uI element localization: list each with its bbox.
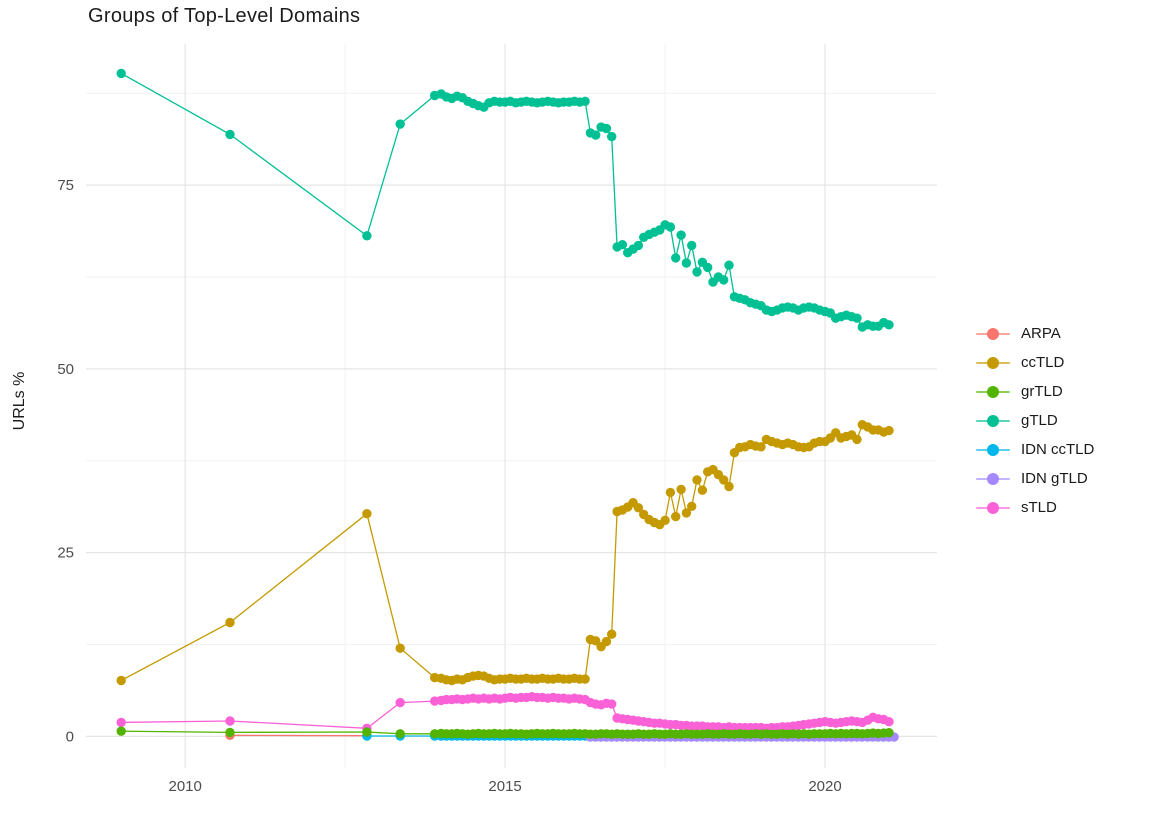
data-point <box>633 240 644 251</box>
data-point <box>852 313 862 323</box>
data-point <box>676 484 686 495</box>
data-point <box>852 434 862 445</box>
legend-label: gTLD <box>1021 412 1058 429</box>
data-point <box>884 320 894 330</box>
data-point <box>671 253 681 263</box>
data-point <box>601 636 612 647</box>
data-point <box>580 674 590 684</box>
legend-key-icon <box>976 414 1010 427</box>
legend-item-cctld: ccTLD <box>976 348 1094 377</box>
data-point <box>601 123 612 134</box>
legend-dot <box>987 501 999 514</box>
data-point <box>362 231 372 241</box>
data-point <box>395 729 405 739</box>
data-point <box>719 275 729 285</box>
legend-item-grtld: grTLD <box>976 377 1094 406</box>
data-point <box>692 267 702 277</box>
legend-label: grTLD <box>1021 383 1063 400</box>
legend-item-stld: sTLD <box>976 493 1094 522</box>
data-point <box>665 222 676 232</box>
data-point <box>703 262 713 273</box>
legend-dot <box>987 385 999 398</box>
data-point <box>633 503 644 513</box>
legend-item-idn-gtld: IDN gTLD <box>976 464 1094 493</box>
data-point <box>225 716 235 726</box>
legend-label: ARPA <box>1021 325 1061 342</box>
data-point <box>681 258 692 268</box>
y-tick-label: 75 <box>57 177 74 194</box>
data-point <box>660 515 670 525</box>
data-point <box>362 727 372 737</box>
data-point <box>225 617 235 628</box>
data-point <box>395 119 405 129</box>
data-point <box>665 487 676 498</box>
legend-dot <box>987 414 999 427</box>
y-tick-label: 0 <box>66 728 74 745</box>
legend-item-idn-cctld: IDN ccTLD <box>976 435 1094 464</box>
legend-key-icon <box>976 443 1010 456</box>
legend-key-icon <box>976 356 1010 369</box>
legend-key-icon <box>976 327 1010 340</box>
data-point <box>884 717 894 727</box>
data-point <box>697 485 708 495</box>
data-point <box>692 475 702 485</box>
data-point <box>724 481 734 492</box>
data-point <box>225 727 235 738</box>
data-point <box>884 728 894 738</box>
data-point <box>362 509 372 519</box>
y-tick-label: 25 <box>57 545 74 562</box>
x-tick-label: 2020 <box>808 778 841 795</box>
data-point <box>687 240 697 251</box>
data-point <box>116 675 126 686</box>
data-point <box>719 475 729 485</box>
legend-dot <box>987 472 999 485</box>
data-point <box>116 726 126 736</box>
data-point <box>671 511 681 522</box>
x-tick-label: 2015 <box>488 778 521 795</box>
data-point <box>617 240 628 250</box>
legend-key-icon <box>976 501 1010 514</box>
legend-label: ccTLD <box>1021 354 1065 371</box>
data-point <box>580 96 590 107</box>
legend-label: sTLD <box>1021 499 1057 516</box>
legend-dot <box>987 356 999 369</box>
legend-label: IDN gTLD <box>1021 470 1088 487</box>
legend-label: IDN ccTLD <box>1021 441 1095 458</box>
series-gtld <box>116 68 894 332</box>
series-cctld <box>116 420 894 686</box>
legend-dot <box>987 443 999 456</box>
x-tick-label: 2010 <box>168 778 201 795</box>
legend-item-arpa: ARPA <box>976 319 1094 348</box>
data-point <box>395 643 405 653</box>
data-point <box>225 129 235 140</box>
legend-key-icon <box>976 472 1010 485</box>
legend-item-gtld: gTLD <box>976 406 1094 435</box>
data-point <box>756 442 766 452</box>
series-grtld <box>116 726 894 739</box>
data-point <box>607 699 617 709</box>
chart-title: Groups of Top-Level Domains <box>88 5 361 27</box>
data-point <box>395 697 405 708</box>
data-point <box>607 131 617 142</box>
data-point <box>607 629 617 639</box>
data-point <box>724 260 734 270</box>
data-point <box>591 130 601 140</box>
data-point <box>884 425 894 436</box>
data-point <box>116 68 126 79</box>
data-point <box>687 501 697 511</box>
legend: ARPA ccTLD grTLD gTLD IDN ccTLD IDN gTLD sTLD <box>976 319 1094 522</box>
legend-dot <box>987 327 999 340</box>
legend-key-icon <box>976 385 1010 398</box>
data-point <box>116 717 126 728</box>
data-point <box>676 230 686 240</box>
y-tick-label: 50 <box>57 361 74 378</box>
data-point <box>681 508 692 518</box>
